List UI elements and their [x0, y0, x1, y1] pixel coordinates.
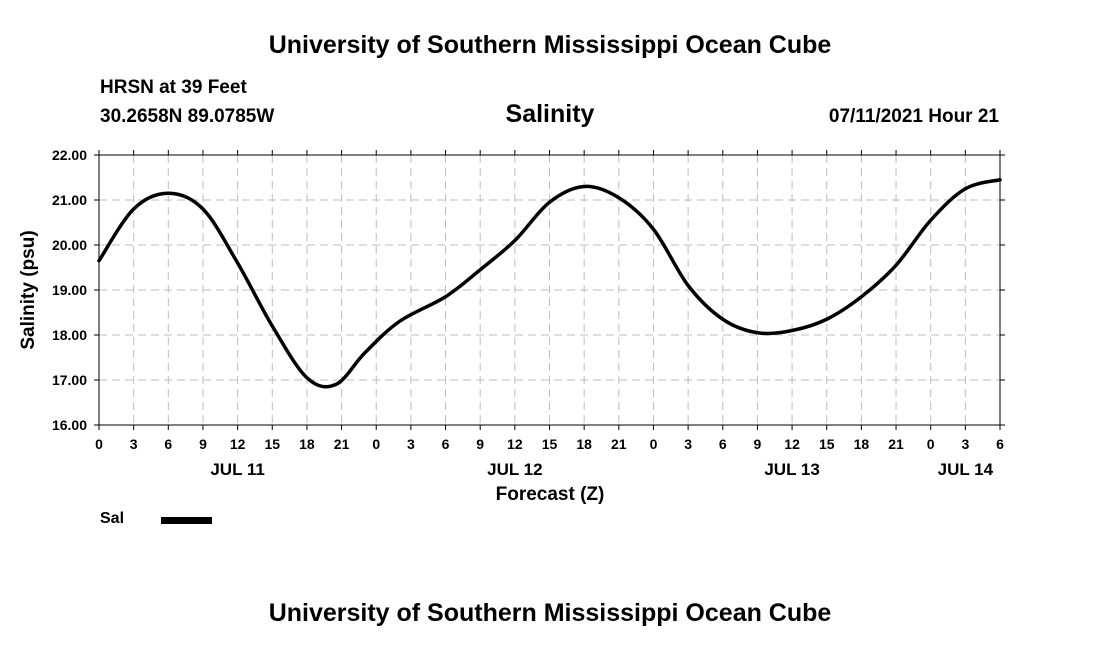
y-tick-label: 22.00 [52, 147, 87, 163]
x-tick-label: 0 [650, 436, 658, 452]
x-tick-label: 6 [164, 436, 172, 452]
date-label: JUL 12 [487, 460, 542, 479]
x-tick-label: 3 [961, 436, 969, 452]
y-tick-label: 16.00 [52, 417, 87, 433]
x-tick-label: 21 [334, 436, 350, 452]
x-tick-label: 6 [442, 436, 450, 452]
grid [99, 155, 1000, 425]
chart-title: Salinity [505, 100, 595, 128]
y-tick-label: 17.00 [52, 372, 87, 388]
x-tick-label: 15 [542, 436, 558, 452]
series-line-sal [97, 178, 1002, 389]
axis-ticks: 16.00 17.00 18.00 19.00 20.00 21.00 22.00 0 3 6 9 1… [52, 147, 1005, 479]
x-tick-label: 18 [854, 436, 870, 452]
y-tick-label: 19.00 [52, 282, 87, 298]
x-tick-label: 12 [784, 436, 800, 452]
x-tick-label: 3 [130, 436, 138, 452]
legend-swatch [161, 517, 212, 524]
station-label: HRSN at 39 Feet [100, 77, 247, 98]
x-axis-label: Forecast (Z) [496, 484, 605, 505]
x-tick-label: 21 [611, 436, 627, 452]
x-tick-label: 0 [95, 436, 103, 452]
x-tick-label: 6 [996, 436, 1004, 452]
timestamp-label: 07/11/2021 Hour 21 [828, 106, 999, 127]
date-label: JUL 11 [210, 460, 265, 479]
page-title: University of Southern Mississippi Ocean… [268, 31, 832, 59]
x-tick-label: 3 [684, 436, 692, 452]
x-tick-label: 12 [230, 436, 246, 452]
series-layer [97, 178, 1002, 389]
x-tick-label: 15 [264, 436, 280, 452]
x-tick-label: 18 [576, 436, 592, 452]
y-tick-label: 21.00 [52, 192, 87, 208]
footer-title: University of Southern Mississippi Ocean… [268, 599, 832, 627]
x-tick-label: 0 [372, 436, 380, 452]
x-tick-label: 21 [888, 436, 904, 452]
x-tick-label: 6 [719, 436, 727, 452]
x-tick-label: 0 [927, 436, 935, 452]
x-tick-label: 18 [299, 436, 315, 452]
x-tick-label: 3 [407, 436, 415, 452]
x-tick-label: 9 [199, 436, 207, 452]
y-tick-label: 18.00 [52, 327, 87, 343]
x-tick-label: 9 [754, 436, 762, 452]
coordinates-label: 30.2658N 89.0785W [100, 106, 275, 127]
x-tick-label: 9 [476, 436, 484, 452]
legend-label: Sal [100, 510, 125, 527]
y-tick-label: 20.00 [52, 237, 87, 253]
x-tick-label: 12 [507, 436, 523, 452]
x-tick-label: 15 [819, 436, 835, 452]
date-label: JUL 13 [764, 460, 819, 479]
y-axis-label: Salinity (psu) [18, 230, 39, 349]
date-label: JUL 14 [938, 460, 994, 479]
